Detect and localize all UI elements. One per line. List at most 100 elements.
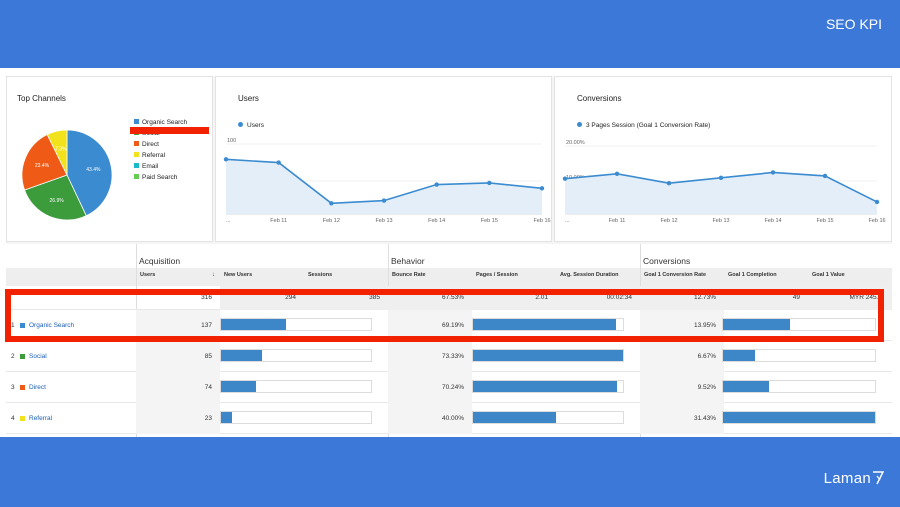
new-users-bar-track xyxy=(220,380,372,393)
top-channels-card: Top Channels 43.4% 26.9% 23.4% 7.3% Organic… xyxy=(6,76,213,242)
users-point[interactable] xyxy=(539,186,545,191)
conversion-rate-value: 9.52% xyxy=(697,384,716,391)
pie-slice-label: 26.9% xyxy=(50,198,65,204)
group-behavior: Behavior xyxy=(391,256,425,266)
pie-slice-label: 23.4% xyxy=(35,163,50,169)
col-pages-session[interactable]: Pages / Session xyxy=(476,272,518,278)
bounce-rate-value: 73.33% xyxy=(441,353,464,360)
conversions-point[interactable] xyxy=(822,173,828,179)
channel-color-swatch xyxy=(20,416,25,421)
legend-item-referral[interactable]: Referral xyxy=(134,152,165,159)
users-x-tick: Feb 12 xyxy=(323,218,340,224)
users-cell-bg xyxy=(136,341,220,372)
legend-item-direct[interactable]: Direct xyxy=(134,141,159,148)
legend-swatch xyxy=(134,163,139,168)
users-legend-label: Users xyxy=(247,122,264,129)
new-users-bar-fill xyxy=(221,412,232,423)
col-new-users[interactable]: New Users xyxy=(224,272,253,278)
goal-completion-bar-fill xyxy=(723,350,755,361)
conversions-point[interactable] xyxy=(770,170,776,175)
row-index: 2 xyxy=(11,353,15,360)
pages-session-bar-fill xyxy=(473,381,617,392)
conversions-point[interactable] xyxy=(666,180,672,186)
conversions-x-tick: Feb 14 xyxy=(764,218,781,224)
table-row[interactable]: 2 Social 85 73.33% 6.67% xyxy=(6,341,892,372)
table-row[interactable]: 4 Referral 23 40.00% 31.43% xyxy=(6,403,892,434)
pie-slice-social[interactable] xyxy=(24,174,87,221)
conversions-legend-label: 3 Pages Session (Goal 1 Conversion Rate) xyxy=(586,122,711,129)
conversions-legend: 3 Pages Session (Goal 1 Conversion Rate) xyxy=(577,122,710,129)
users-point[interactable] xyxy=(276,160,281,165)
channel-link[interactable]: Organic Search xyxy=(29,322,75,329)
col-goal1-conversion-rate[interactable]: Goal 1 Conversion Rate xyxy=(644,272,707,278)
users-chart-title: Users xyxy=(238,94,259,103)
users-cell-bg xyxy=(136,403,220,434)
conversions-area xyxy=(565,172,877,214)
legend-item-email[interactable]: Email xyxy=(134,163,158,170)
conversions-x-tick: Feb 12 xyxy=(660,218,677,224)
conversions-point[interactable] xyxy=(562,176,568,181)
conversions-x-tick: Feb 13 xyxy=(712,218,729,224)
channel-link[interactable]: Social xyxy=(29,353,47,360)
top-channels-pie-chart[interactable]: 43.4% 26.9% 23.4% 7.3% xyxy=(17,125,117,225)
users-x-tick: Feb 15 xyxy=(481,218,498,224)
row-index: 4 xyxy=(11,415,15,422)
total-new-users: 294 xyxy=(285,294,296,301)
conversions-x-tick: Feb 15 xyxy=(816,218,833,224)
legend-item-paid-search[interactable]: Paid Search xyxy=(134,174,177,181)
conv-cell-bg xyxy=(640,310,724,341)
users-point[interactable] xyxy=(434,182,439,187)
col-avg-session-duration[interactable]: Avg. Session Duration xyxy=(560,272,619,278)
pages-session-bar-fill xyxy=(473,412,556,423)
conversions-x-tick: ... xyxy=(565,218,570,224)
bounce-cell-bg xyxy=(388,372,472,403)
group-acquisition: Acquisition xyxy=(139,256,181,266)
users-point[interactable] xyxy=(329,201,334,206)
col-goal1-completion[interactable]: Goal 1 Completion xyxy=(728,272,777,278)
users-point[interactable] xyxy=(487,180,492,186)
users-point[interactable] xyxy=(381,198,387,203)
row-index: 3 xyxy=(11,384,15,391)
row-index: 1 xyxy=(11,322,15,329)
total-conversion-rate: 12.73% xyxy=(693,294,716,301)
new-users-bar-track xyxy=(220,349,372,362)
goal-completion-bar-fill xyxy=(723,412,875,423)
col-bounce-rate[interactable]: Bounce Rate xyxy=(392,272,426,278)
new-users-bar-track xyxy=(220,318,372,331)
conversions-y-tick: 20.00% xyxy=(566,140,585,146)
conversions-point[interactable] xyxy=(874,199,880,205)
users-x-tick: Feb 14 xyxy=(428,218,445,224)
bounce-cell-bg xyxy=(388,341,472,372)
table-row[interactable]: 3 Direct 74 70.24% 9.52% xyxy=(6,372,892,403)
col-sessions[interactable]: Sessions xyxy=(308,272,333,278)
goal-completion-bar-track xyxy=(722,318,876,331)
pie-slice-referral[interactable] xyxy=(46,129,68,176)
legend-item-organic-search[interactable]: Organic Search xyxy=(134,119,187,126)
bounce-rate-value: 70.24% xyxy=(441,384,464,391)
legend-swatch xyxy=(134,152,139,157)
col-goal1-value[interactable]: Goal 1 Value xyxy=(812,272,845,278)
channel-link[interactable]: Direct xyxy=(29,384,46,391)
bounce-cell-bg xyxy=(388,403,472,434)
redaction-mark xyxy=(130,127,209,134)
pie-slice-organic-search[interactable] xyxy=(66,129,113,217)
channel-link[interactable]: Referral xyxy=(29,415,53,422)
footer-band xyxy=(0,437,900,507)
users-point[interactable] xyxy=(223,157,229,162)
new-users-bar-fill xyxy=(221,381,256,392)
conversions-point[interactable] xyxy=(614,171,620,177)
users-value: 74 xyxy=(204,384,212,391)
total-users: 316 xyxy=(201,294,212,301)
conversions-point[interactable] xyxy=(718,175,724,181)
sort-desc-icon[interactable]: ↓ xyxy=(212,272,215,278)
brand-name: Laman xyxy=(823,470,871,487)
legend-label: Direct xyxy=(142,141,159,148)
pages-session-bar-track xyxy=(472,318,624,331)
pages-session-bar-track xyxy=(472,380,624,393)
col-users[interactable]: Users xyxy=(140,272,156,278)
pie-slice-direct[interactable] xyxy=(21,134,68,191)
highlight-box xyxy=(5,289,884,342)
